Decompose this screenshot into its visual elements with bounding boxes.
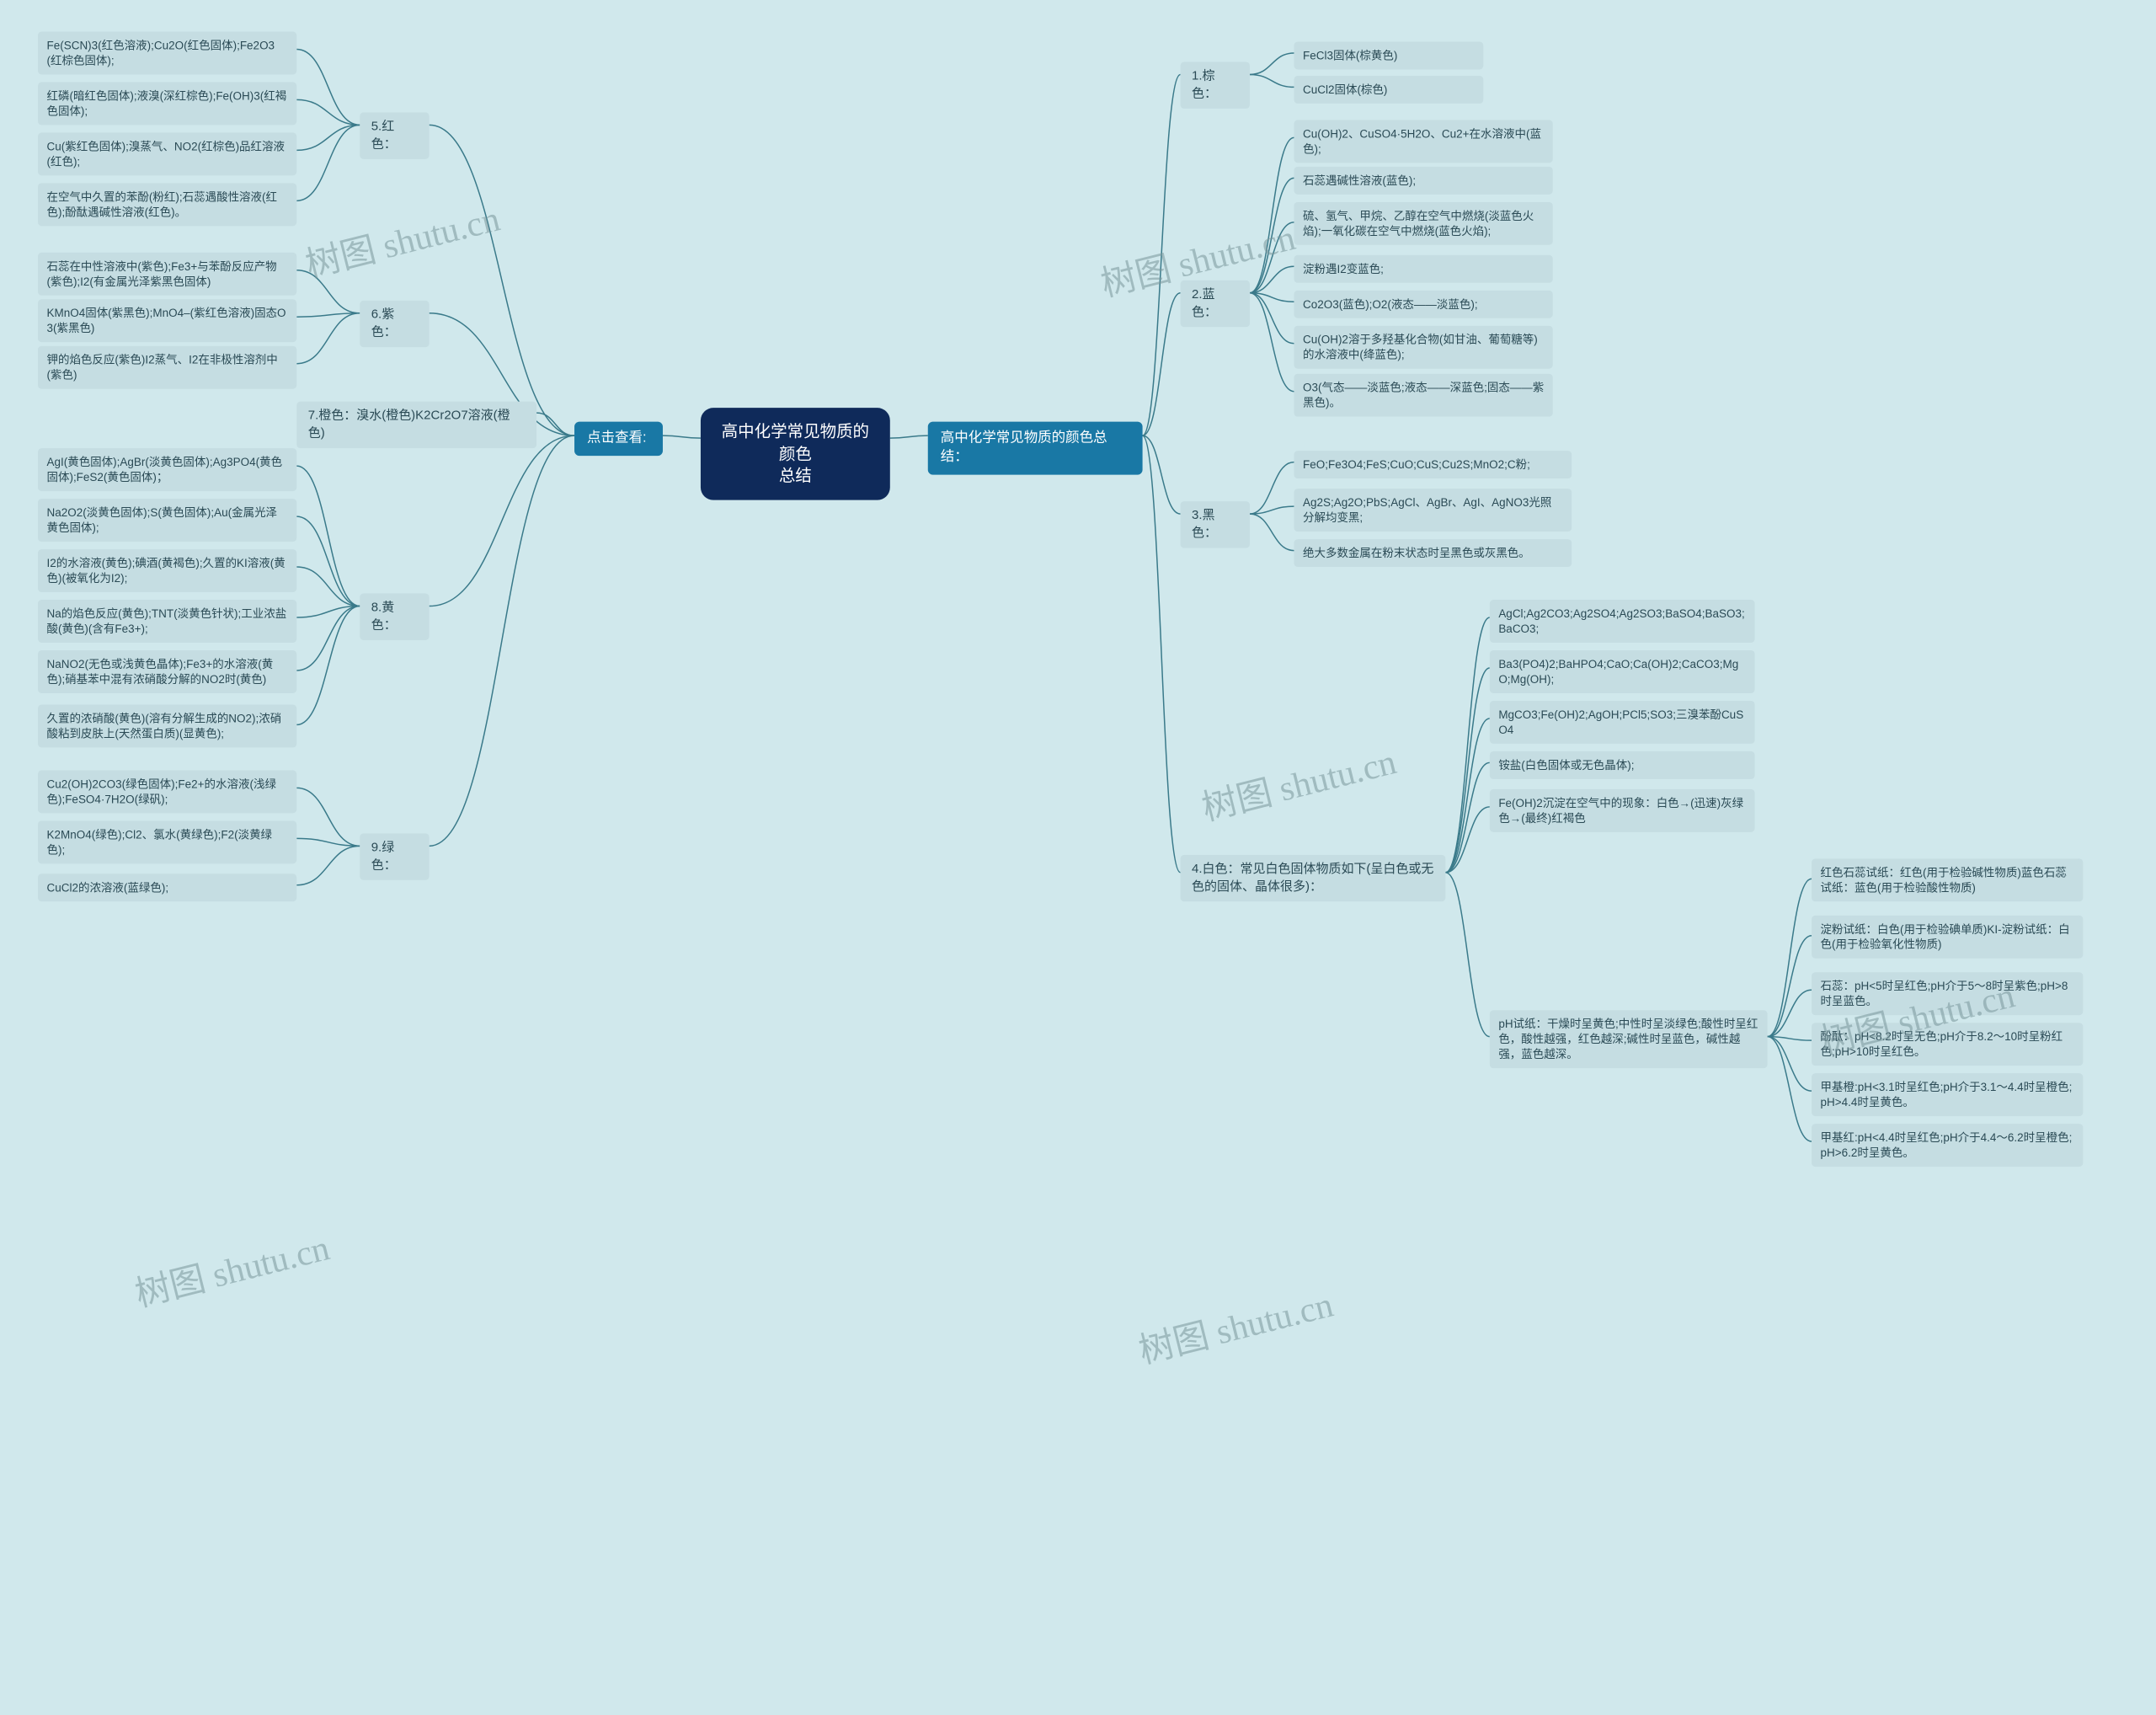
node-r4f: pH试纸：干燥时呈黄色;中性时呈淡绿色;酸性时呈红色，酸性越强，红色越深;碱性时…: [1490, 1010, 1768, 1069]
node-r4d: 铵盐(白色固体或无色晶体);: [1490, 751, 1755, 779]
node-c8d: Na的焰色反应(黄色);TNT(淡黄色针状);工业浓盐酸(黄色)(含有Fe3+)…: [38, 600, 296, 643]
node-c9a: Cu2(OH)2CO3(绿色固体);Fe2+的水溶液(浅绿色);FeSO4·7H…: [38, 770, 296, 813]
node-r4e: Fe(OH)2沉淀在空气中的现象：白色→(迅速)灰绿色→(最终)红褐色: [1490, 789, 1755, 832]
node-r4: 4.白色：常见白色固体物质如下(呈白色或无色的固体、晶体很多)：: [1181, 855, 1446, 901]
node-c8b: Na2O2(淡黄色固体);S(黄色固体);Au(金属光泽黄色固体);: [38, 499, 296, 542]
node-r4f5: 甲基橙:pH<3.1时呈红色;pH介于3.1～4.4时呈橙色;pH>4.4时呈黄…: [1812, 1073, 2083, 1116]
node-c5: 5.红色：: [360, 112, 429, 158]
node-r2a: Cu(OH)2、CuSO4·5H2O、Cu2+在水溶液中(蓝色);: [1294, 120, 1552, 163]
watermark: 树图 shutu.cn: [1133, 1277, 1337, 1374]
node-c5a: Fe(SCN)3(红色溶液);Cu2O(红色固体);Fe2O3(红棕色固体);: [38, 31, 296, 74]
edge-layer: [0, 0, 2155, 1715]
node-r3: 3.黑色：: [1181, 501, 1250, 548]
node-r4a: AgCl;Ag2CO3;Ag2SO4;Ag2SO3;BaSO4;BaSO3;Ba…: [1490, 600, 1755, 643]
watermark: 树图 shutu.cn: [1196, 735, 1401, 831]
node-c7: 7.橙色：溴水(橙色)K2Cr2O7溶液(橙色): [296, 402, 536, 448]
node-r4f4: 酚酞：pH<8.2时呈无色;pH介于8.2～10时呈粉红色;pH>10时呈红色。: [1812, 1023, 2083, 1066]
node-p-left: 点击查看:: [574, 422, 663, 456]
node-c8c: I2的水溶液(黄色);碘酒(黄褐色);久置的KI溶液(黄色)(被氧化为I2);: [38, 549, 296, 592]
node-root: 高中化学常见物质的颜色总结: [701, 408, 890, 500]
node-c6: 6.紫色：: [360, 301, 429, 347]
node-c6a: 石蕊在中性溶液中(紫色);Fe3+与苯酚反应产物(紫色);I2(有金属光泽紫黑色…: [38, 253, 296, 296]
node-r2c: 硫、氢气、甲烷、乙醇在空气中燃烧(淡蓝色火焰);一氧化碳在空气中燃烧(蓝色火焰)…: [1294, 202, 1552, 245]
node-r2f: Cu(OH)2溶于多羟基化合物(如甘油、葡萄糖等)的水溶液中(绛蓝色);: [1294, 326, 1552, 369]
node-r4f6: 甲基红:pH<4.4时呈红色;pH介于4.4～6.2时呈橙色;pH>6.2时呈黄…: [1812, 1124, 2083, 1167]
node-c5b: 红磷(暗红色固体);液溴(深红棕色);Fe(OH)3(红褐色固体);: [38, 82, 296, 125]
node-r4c: MgCO3;Fe(OH)2;AgOH;PCl5;SO3;三溴苯酚CuSO4: [1490, 701, 1755, 744]
node-r2: 2.蓝色：: [1181, 280, 1250, 327]
node-c8a: AgI(黄色固体);AgBr(淡黄色固体);Ag3PO4(黄色固体);FeS2(…: [38, 448, 296, 491]
viewport: 高中化学常见物质的颜色总结 点击查看: 高中化学常见物质的颜色总结： 5.红色： Fe(…: [0, 0, 2156, 1715]
node-r4f2: 淀粉试纸：白色(用于检验碘单质)KI-淀粉试纸：白色(用于检验氧化性物质): [1812, 916, 2083, 959]
node-r3b: Ag2S;Ag2O;PbS;AgCl、AgBr、AgI、AgNO3光照分解均变黑…: [1294, 489, 1572, 532]
node-r2g: O3(气态——淡蓝色;液态——深蓝色;固态——紫黑色)。: [1294, 374, 1552, 417]
node-r1a: FeCl3固体(棕黄色): [1294, 41, 1483, 69]
node-c6b: KMnO4固体(紫黑色);MnO4–(紫红色溶液)固态O3(紫黑色): [38, 299, 296, 342]
node-r2d: 淀粉遇I2变蓝色;: [1294, 255, 1552, 283]
watermark: 树图 shutu.cn: [130, 1221, 334, 1317]
node-r2b: 石蕊遇碱性溶液(蓝色);: [1294, 167, 1552, 195]
node-r1b: CuCl2固体(棕色): [1294, 76, 1483, 104]
node-c9c: CuCl2的浓溶液(蓝绿色);: [38, 874, 296, 901]
node-r3c: 绝大多数金属在粉末状态时呈黑色或灰黑色。: [1294, 539, 1572, 567]
node-p-right: 高中化学常见物质的颜色总结：: [928, 422, 1143, 474]
watermark: 树图 shutu.cn: [300, 191, 504, 288]
node-c5d: 在空气中久置的苯酚(粉红);石蕊遇酸性溶液(红色);酚酞遇碱性溶液(红色)。: [38, 183, 296, 226]
node-r4f1: 红色石蕊试纸：红色(用于检验碱性物质)蓝色石蕊试纸：蓝色(用于检验酸性物质): [1812, 858, 2083, 901]
node-c8: 8.黄色：: [360, 594, 429, 640]
node-c8f: 久置的浓硝酸(黄色)(溶有分解生成的NO2);浓硝酸粘到皮肤上(天然蛋白质)(显…: [38, 704, 296, 747]
node-c8e: NaNO2(无色或浅黄色晶体);Fe3+的水溶液(黄色);硝基苯中混有浓硝酸分解…: [38, 650, 296, 693]
node-r3a: FeO;Fe3O4;FeS;CuO;CuS;Cu2S;MnO2;C粉;: [1294, 451, 1572, 478]
node-r1: 1.棕色：: [1181, 61, 1250, 108]
node-r4f3: 石蕊：pH<5时呈红色;pH介于5～8时呈紫色;pH>8时呈蓝色。: [1812, 972, 2083, 1015]
node-c9b: K2MnO4(绿色);Cl2、氯水(黄绿色);F2(淡黄绿色);: [38, 820, 296, 863]
node-r2e: Co2O3(蓝色);O2(液态——淡蓝色);: [1294, 291, 1552, 318]
node-c6c: 钾的焰色反应(紫色)I2蒸气、I2在非极性溶剂中(紫色): [38, 346, 296, 389]
node-c5c: Cu(紫红色固体);溴蒸气、NO2(红棕色)品红溶液(红色);: [38, 132, 296, 175]
node-c9: 9.绿色：: [360, 833, 429, 879]
mindmap-stage: 高中化学常见物质的颜色总结 点击查看: 高中化学常见物质的颜色总结： 5.红色： Fe(…: [0, 0, 2155, 1715]
node-r4b: Ba3(PO4)2;BaHPO4;CaO;Ca(OH)2;CaCO3;MgO;M…: [1490, 650, 1755, 693]
